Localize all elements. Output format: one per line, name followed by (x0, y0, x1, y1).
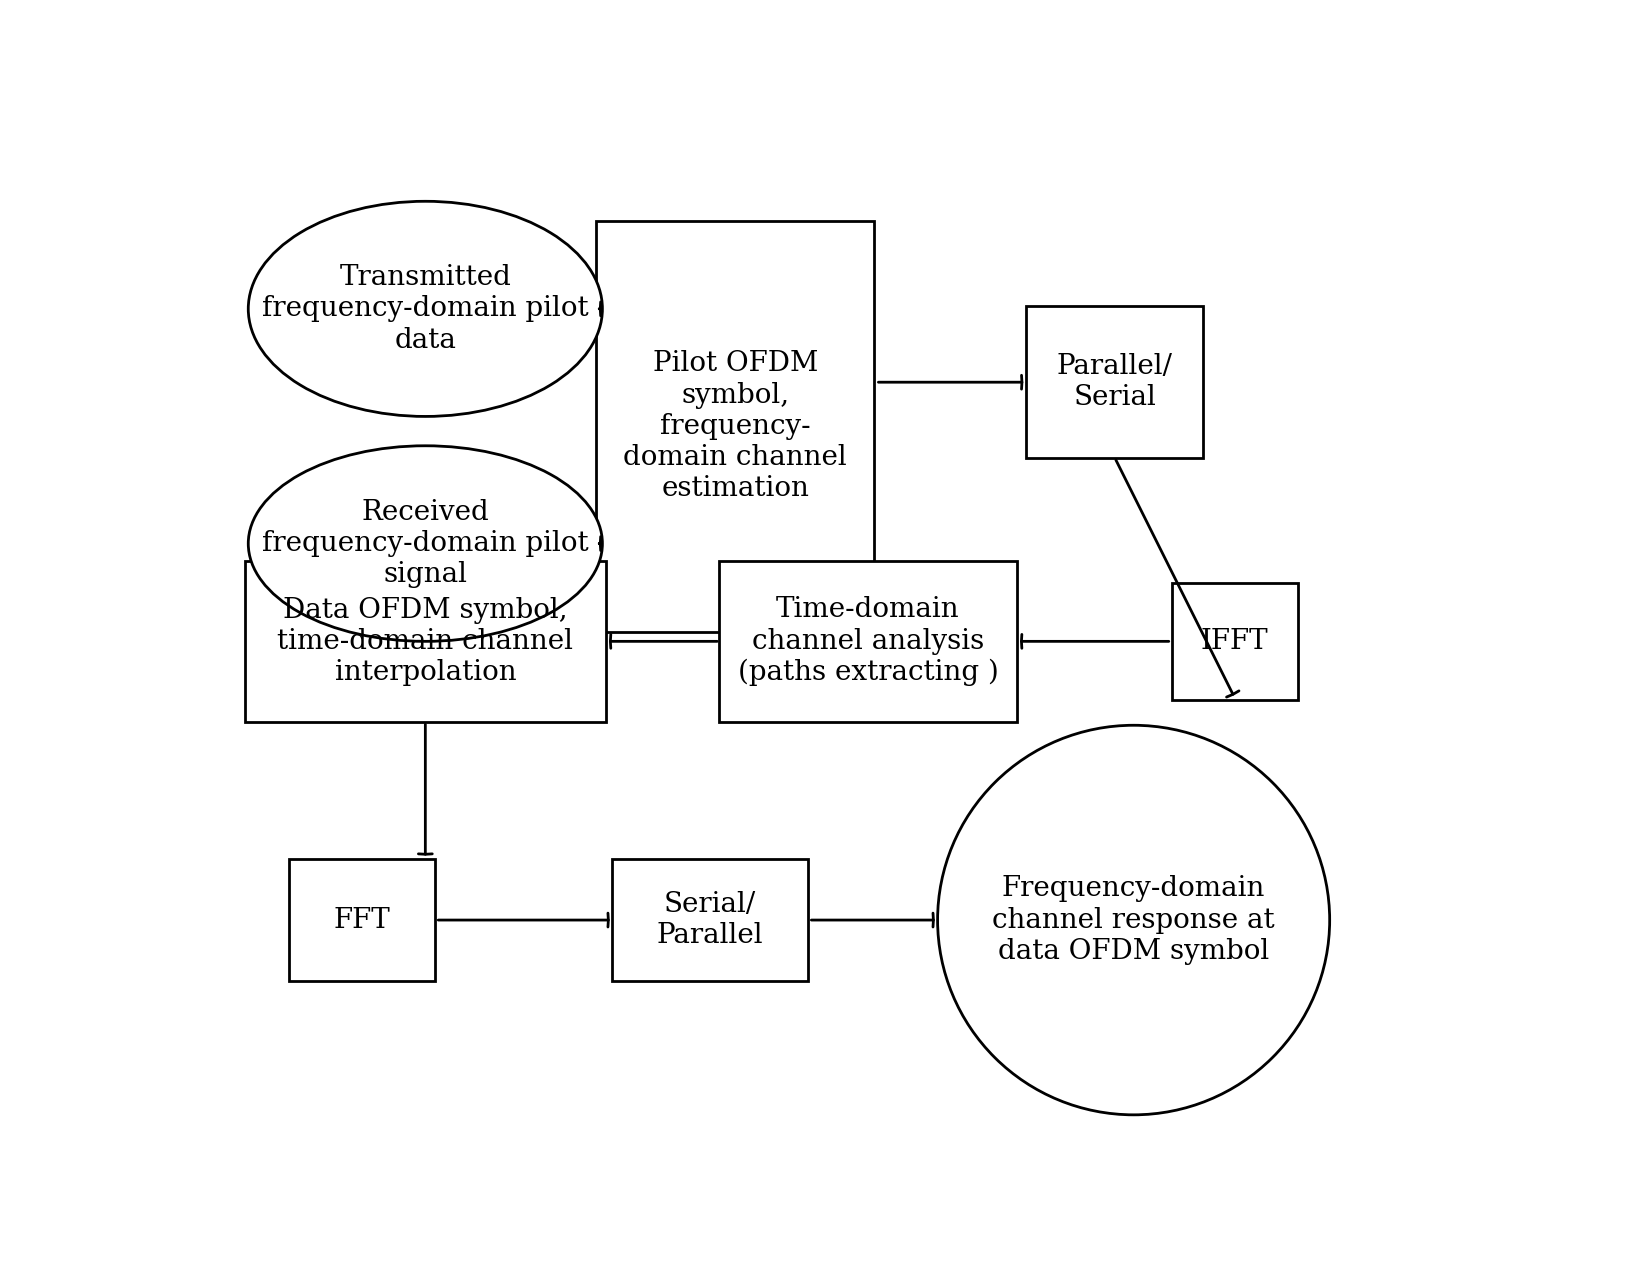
Bar (245, 560, 605, 723)
Text: Frequency-domain
channel response at
data OFDM symbol: Frequency-domain channel response at dat… (992, 875, 1275, 965)
Bar (720, 560, 1017, 723)
Text: IFFT: IFFT (1201, 627, 1268, 655)
Bar (612, 859, 808, 982)
Text: Time-domain
channel analysis
(paths extracting ): Time-domain channel analysis (paths extr… (738, 597, 999, 686)
Bar (596, 221, 875, 631)
Bar (1172, 583, 1297, 700)
Ellipse shape (248, 202, 602, 417)
Text: Data OFDM symbol,
time-domain channel
interpolation: Data OFDM symbol, time-domain channel in… (277, 597, 573, 686)
Text: Serial/
Parallel: Serial/ Parallel (656, 892, 764, 949)
Text: Transmitted
frequency-domain pilot
data: Transmitted frequency-domain pilot data (263, 264, 589, 353)
Ellipse shape (248, 446, 602, 641)
Text: Received
frequency-domain pilot
signal: Received frequency-domain pilot signal (263, 499, 589, 588)
Text: Parallel/
Serial: Parallel/ Serial (1056, 353, 1173, 411)
Ellipse shape (937, 725, 1330, 1115)
Text: Pilot OFDM
symbol,
frequency-
domain channel
estimation: Pilot OFDM symbol, frequency- domain cha… (623, 351, 847, 502)
Text: FFT: FFT (333, 907, 390, 933)
Bar (289, 859, 434, 982)
Bar (1027, 306, 1203, 458)
